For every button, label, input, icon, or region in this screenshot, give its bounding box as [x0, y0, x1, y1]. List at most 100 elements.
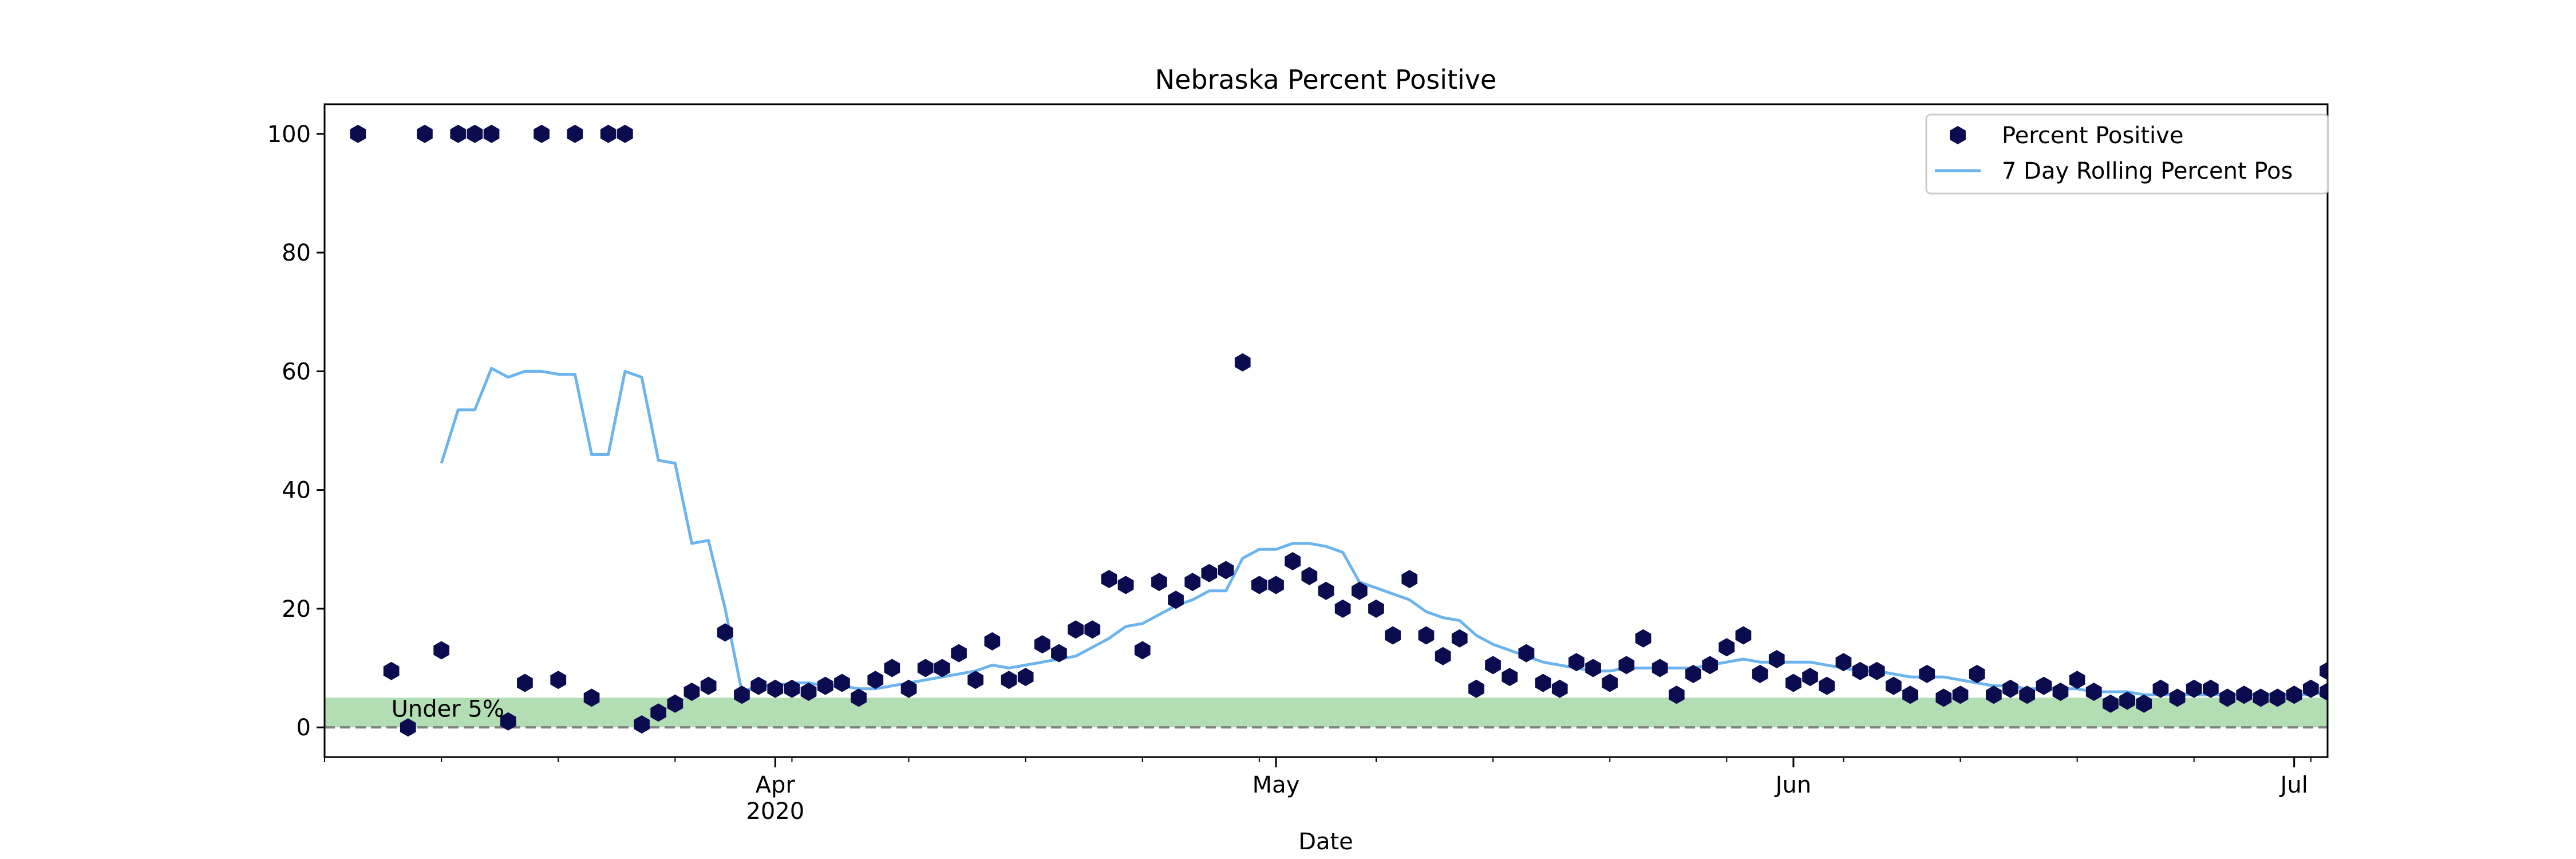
data-point	[2002, 679, 2018, 698]
data-point	[1986, 685, 2002, 704]
x-axis-label: Date	[1298, 829, 1353, 855]
data-point	[1385, 626, 1401, 645]
data-point	[567, 124, 583, 143]
data-point	[450, 124, 467, 143]
data-point	[1868, 661, 1885, 680]
data-point	[800, 683, 817, 701]
data-point	[1568, 653, 1585, 672]
chart-title: Nebraska Percent Positive	[1155, 64, 1497, 95]
data-point	[2119, 691, 2135, 710]
data-point	[700, 676, 717, 695]
data-point	[1451, 629, 1468, 648]
data-point	[1935, 688, 1952, 707]
data-point	[634, 715, 650, 734]
data-point	[1585, 659, 1601, 677]
data-point	[1768, 650, 1785, 668]
data-point	[1602, 673, 1618, 692]
data-point	[683, 683, 700, 701]
data-point	[2303, 679, 2319, 698]
data-point	[2203, 679, 2219, 698]
x-tick-label: Jun	[1774, 772, 1812, 798]
data-point	[917, 659, 934, 677]
data-point	[900, 679, 917, 698]
data-point	[1285, 552, 1301, 570]
data-point	[1785, 673, 1801, 692]
data-point	[534, 124, 550, 143]
data-point	[1718, 638, 1735, 657]
data-point	[717, 623, 733, 642]
data-point	[350, 124, 366, 143]
data-point	[2085, 683, 2102, 701]
data-point	[1618, 656, 1635, 675]
data-point	[483, 124, 500, 143]
data-point	[1001, 671, 1017, 689]
data-point	[1702, 656, 1718, 675]
data-point	[1902, 685, 1918, 704]
data-point	[2286, 685, 2302, 704]
data-point	[667, 694, 683, 713]
data-point	[650, 703, 666, 722]
y-tick-label: 60	[282, 358, 311, 385]
data-point	[2069, 671, 2085, 689]
data-point	[2269, 688, 2286, 707]
data-point	[1835, 653, 1852, 672]
data-point	[1468, 679, 1484, 698]
data-point	[884, 659, 900, 677]
x-tick-label: Apr	[756, 772, 796, 798]
data-point	[2036, 676, 2052, 695]
data-point	[784, 679, 800, 698]
data-point	[1802, 668, 1818, 687]
rolling-average-line	[440, 367, 2328, 696]
data-point	[2019, 685, 2035, 704]
data-point	[1301, 566, 1318, 585]
data-point	[433, 641, 449, 660]
data-point	[867, 671, 884, 689]
data-point	[1652, 659, 1668, 677]
data-point	[951, 644, 967, 663]
data-point	[1502, 668, 1518, 687]
legend-label-percent-positive: Percent Positive	[2002, 123, 2183, 149]
legend-label-rolling: 7 Day Rolling Percent Pos	[2002, 158, 2293, 184]
data-point	[2169, 688, 2186, 707]
data-point	[767, 679, 784, 698]
data-point	[1685, 664, 1701, 683]
data-point	[1218, 561, 1234, 580]
data-point	[1134, 641, 1151, 660]
data-point	[1919, 664, 1935, 683]
data-point	[851, 688, 867, 707]
data-point	[583, 688, 600, 707]
data-point	[1034, 635, 1050, 654]
data-point	[1201, 564, 1218, 582]
plot-content	[325, 124, 2328, 737]
data-point	[2320, 661, 2328, 680]
data-point	[2186, 679, 2202, 698]
data-point	[500, 712, 516, 731]
data-point	[383, 661, 400, 680]
data-point	[750, 676, 767, 695]
data-point	[967, 671, 983, 689]
data-point	[2052, 683, 2069, 701]
data-point	[1819, 676, 1835, 695]
data-point	[617, 124, 633, 143]
data-point	[2103, 694, 2119, 713]
data-point	[400, 718, 416, 737]
data-point	[1068, 620, 1084, 639]
data-point	[2236, 685, 2253, 704]
data-point	[1334, 599, 1351, 618]
data-point	[1017, 668, 1034, 687]
data-point	[984, 632, 1001, 651]
data-point	[1952, 685, 1969, 704]
data-point	[1485, 656, 1501, 675]
data-point	[2136, 694, 2152, 713]
data-point	[1752, 664, 1768, 683]
legend-marker-percent-positive	[1950, 126, 1966, 144]
data-point	[1551, 679, 1568, 698]
data-point	[1969, 664, 1985, 683]
data-point	[517, 673, 533, 692]
data-point	[1886, 676, 1902, 695]
data-point	[1735, 626, 1752, 645]
y-tick-label: 100	[267, 121, 311, 148]
